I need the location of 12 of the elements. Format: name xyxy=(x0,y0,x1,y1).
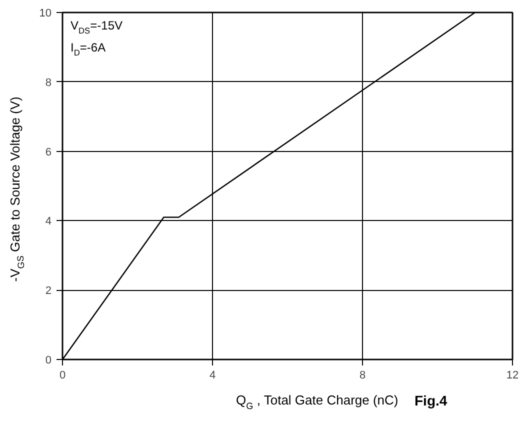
y-tick-label: 6 xyxy=(45,146,52,158)
caption: Fig.4 xyxy=(414,392,448,408)
x-tick-label: 0 xyxy=(59,370,66,382)
y-tick-label: 4 xyxy=(45,216,52,228)
y-axis-title: -VGS Gate to Source Voltage (V) xyxy=(8,96,26,282)
x-tick-label: 12 xyxy=(506,370,519,382)
y-tick-label: 10 xyxy=(39,8,52,20)
x-tick-label: 4 xyxy=(209,370,216,382)
y-tick-label: 8 xyxy=(45,76,52,89)
y-tick-label: 2 xyxy=(45,285,52,298)
x-tick-label: 8 xyxy=(359,370,366,382)
y-tick-label: 0 xyxy=(45,354,52,366)
